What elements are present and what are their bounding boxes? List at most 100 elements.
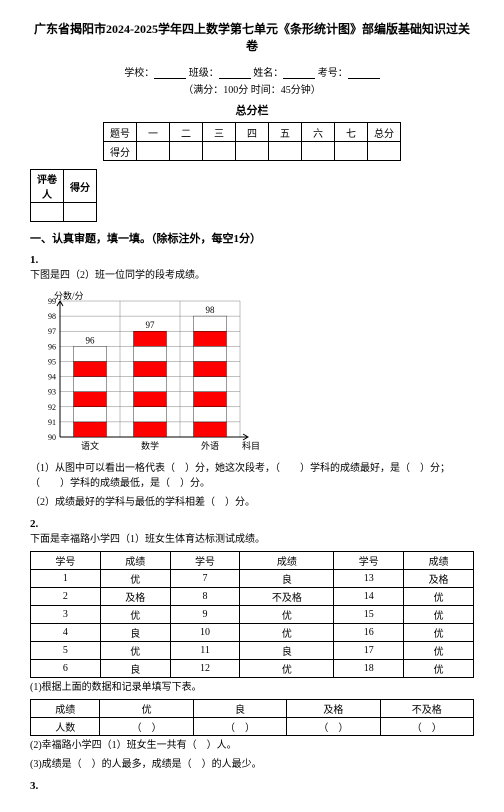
- class-blank: [219, 66, 251, 79]
- table-cell: 良: [100, 624, 170, 642]
- svg-text:91: 91: [48, 418, 56, 427]
- table-header-cell: 学号: [170, 552, 240, 570]
- table-cell: 优: [404, 588, 474, 606]
- table-cell: 5: [31, 642, 101, 660]
- page-title: 广东省揭阳市2024-2025学年四上数学第七单元《条形统计图》部编版基础知识过…: [30, 20, 474, 54]
- table-cell: 良: [100, 660, 170, 678]
- table-cell: 及格: [404, 570, 474, 588]
- table-cell: 13: [334, 570, 404, 588]
- score-header-cell: 三: [203, 123, 236, 142]
- table-cell: 优: [100, 606, 170, 624]
- svg-text:96: 96: [48, 342, 56, 351]
- table-cell: 17: [334, 642, 404, 660]
- score-header-cell: 总分: [368, 123, 401, 142]
- table-cell: （ ）: [380, 718, 473, 736]
- table-cell: 9: [170, 606, 240, 624]
- table-cell: （ ）: [287, 718, 380, 736]
- svg-text:98: 98: [206, 305, 216, 315]
- score-header-cell: 七: [335, 123, 368, 142]
- table-cell: 优: [240, 660, 334, 678]
- table-cell: 良: [240, 570, 334, 588]
- table-header-cell: 学号: [31, 552, 101, 570]
- table-cell: 1: [31, 570, 101, 588]
- table-cell: 12: [170, 660, 240, 678]
- table-cell: 不及格: [380, 700, 473, 718]
- svg-text:96: 96: [86, 335, 96, 345]
- q2-intro: 下面是幸福路小学四（1）班女生体育达标测试成绩。: [30, 532, 474, 547]
- examno-blank: [348, 66, 380, 79]
- score-header-cell: 二: [170, 123, 203, 142]
- school-blank: [154, 66, 186, 79]
- table-cell: 及格: [100, 588, 170, 606]
- q2-table2: 成绩优良及格不及格人数（ ）（ ）（ ）（ ）: [30, 699, 474, 736]
- table-cell: 不及格: [240, 588, 334, 606]
- table-cell: 14: [334, 588, 404, 606]
- svg-text:92: 92: [48, 403, 56, 412]
- q3-num: 3.: [30, 780, 474, 792]
- grader-c1: 评卷人: [31, 170, 64, 203]
- score-blank-cell: [269, 142, 302, 161]
- svg-text:94: 94: [48, 373, 56, 382]
- name-label: 姓名：: [253, 68, 283, 79]
- table-cell: 优: [404, 624, 474, 642]
- class-label: 班级：: [189, 68, 219, 79]
- full-marks-line: （满分：100分 时间：45分钟）: [30, 81, 474, 96]
- q2-line-t1: (1)根据上面的数据和记录单填写下表。: [30, 680, 474, 695]
- name-blank: [283, 66, 315, 79]
- q1-intro: 下图是四（2）班一位同学的段考成绩。: [30, 268, 474, 283]
- table-header-cell: 成绩: [240, 552, 334, 570]
- info-line: 学校： 班级： 姓名： 考号：: [30, 64, 474, 79]
- svg-text:93: 93: [48, 388, 56, 397]
- table-cell: 优: [100, 570, 170, 588]
- q1-line1: （1）从图中可以看出一格代表（ ）分，她这次段考，（ ）学科的成绩最好，是（ ）…: [30, 461, 474, 491]
- score-header-cell: 题号: [104, 123, 137, 142]
- table-cell: 11: [170, 642, 240, 660]
- svg-text:90: 90: [48, 433, 56, 442]
- table-cell: 良: [193, 700, 286, 718]
- score-blank-cell: [335, 142, 368, 161]
- table-cell: 人数: [31, 718, 100, 736]
- score-header-cell: 一: [137, 123, 170, 142]
- table-cell: 4: [31, 624, 101, 642]
- table-cell: 7: [170, 570, 240, 588]
- score-blank-cell: [302, 142, 335, 161]
- table-cell: 18: [334, 660, 404, 678]
- table-cell: 2: [31, 588, 101, 606]
- svg-text:科目: 科目: [242, 440, 260, 451]
- table-cell: 优: [404, 606, 474, 624]
- score-blank-cell: [236, 142, 269, 161]
- score-blank-cell: 得分: [104, 142, 137, 161]
- table-cell: 6: [31, 660, 101, 678]
- score-blank-cell: [170, 142, 203, 161]
- q1-bar-chart: 90919293949596979899分数/分科目96语文97数学98外语: [30, 287, 270, 457]
- section-1-heading: 一、认真审题，填一填。（除标注外，每空1分）: [30, 230, 474, 246]
- grader-c2: 得分: [64, 170, 97, 203]
- table-cell: 成绩: [31, 700, 100, 718]
- svg-text:分数/分: 分数/分: [54, 290, 84, 301]
- q1-line2: （2）成绩最好的学科与最低的学科相差（ ）分。: [30, 495, 474, 510]
- q2-line-t3: (3)成绩是（ ）的人最多，成绩是（ ）的人最少。: [30, 757, 474, 772]
- table-cell: 3: [31, 606, 101, 624]
- score-header-cell: 四: [236, 123, 269, 142]
- table-header-cell: 学号: [334, 552, 404, 570]
- svg-text:95: 95: [48, 357, 56, 366]
- score-table: 题号一二三四五六七总分 得分: [103, 122, 401, 161]
- table-header-cell: 成绩: [100, 552, 170, 570]
- table-cell: 8: [170, 588, 240, 606]
- table-cell: 优: [100, 642, 170, 660]
- score-header-cell: 五: [269, 123, 302, 142]
- svg-text:数学: 数学: [141, 440, 159, 451]
- table-cell: 及格: [287, 700, 380, 718]
- svg-text:98: 98: [48, 312, 56, 321]
- score-blank-cell: [368, 142, 401, 161]
- svg-text:语文: 语文: [81, 440, 99, 451]
- examno-label: 考号：: [318, 68, 348, 79]
- grader-blank2: [64, 203, 97, 222]
- table-cell: （ ）: [100, 718, 193, 736]
- grader-blank1: [31, 203, 64, 222]
- table-cell: 16: [334, 624, 404, 642]
- score-blank-cell: [203, 142, 236, 161]
- table-cell: 优: [404, 642, 474, 660]
- q2-num: 2.: [30, 518, 474, 530]
- table-header-cell: 成绩: [404, 552, 474, 570]
